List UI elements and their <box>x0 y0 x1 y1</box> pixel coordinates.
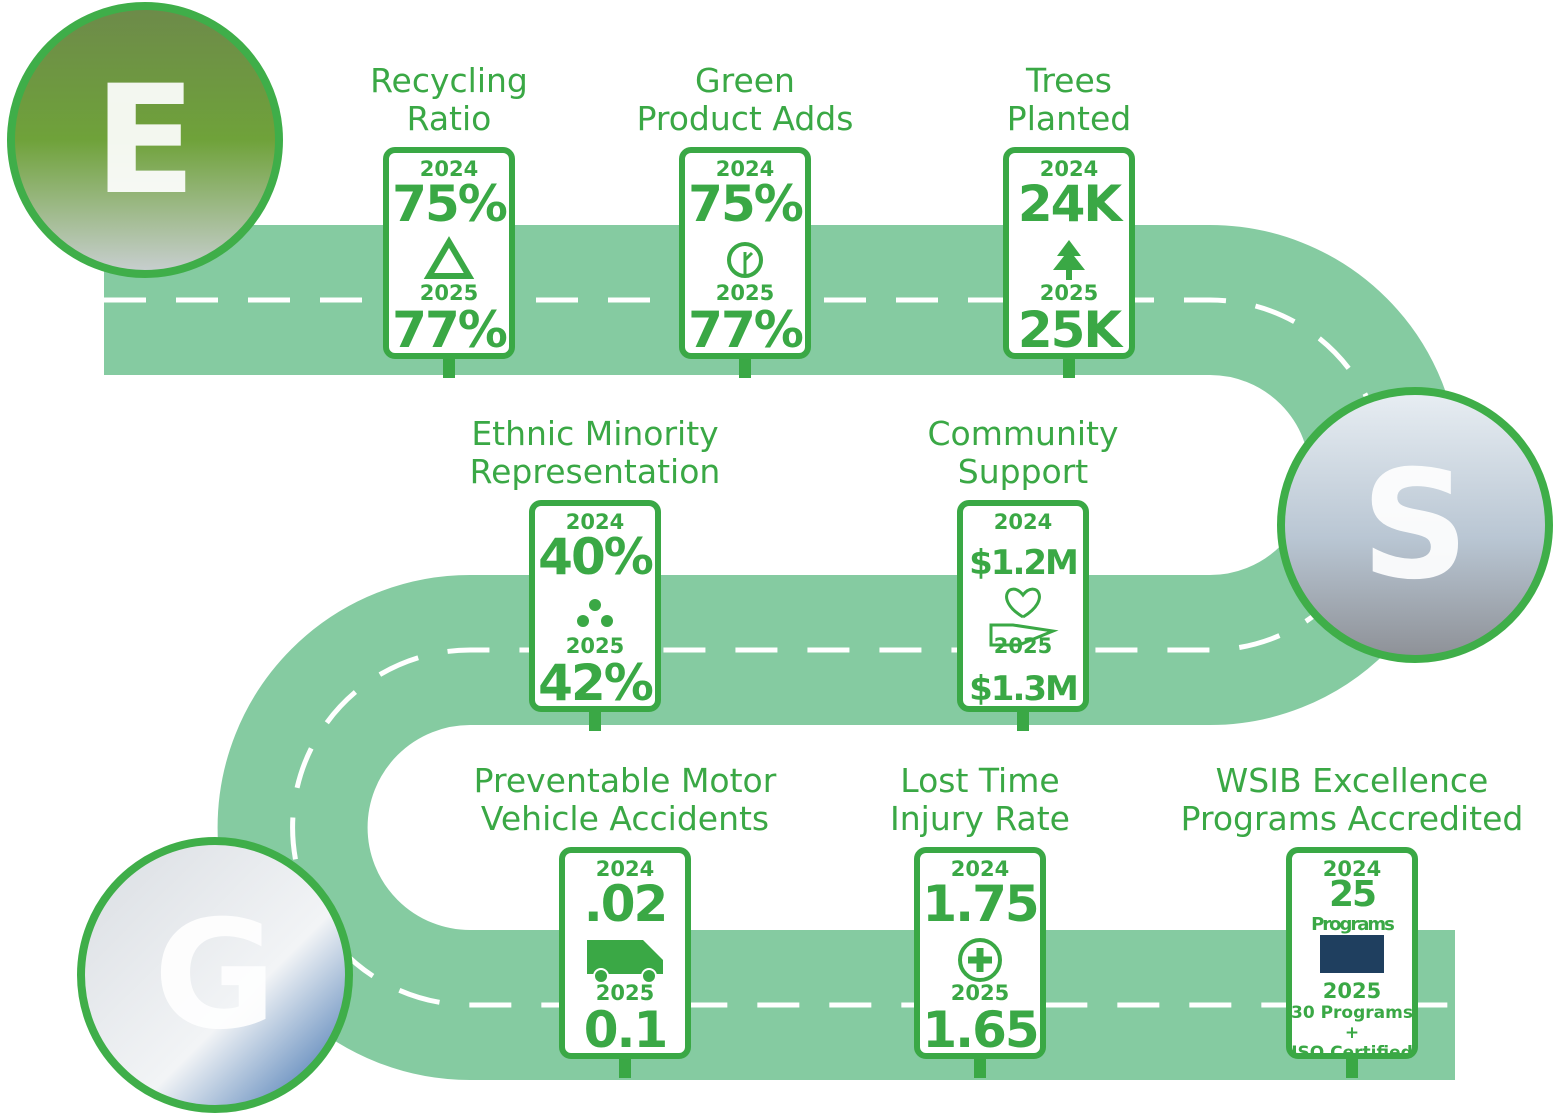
year-label: 2025 <box>994 634 1052 658</box>
year-label: 2024 <box>994 510 1052 534</box>
pillar-letter: S <box>1361 439 1469 613</box>
metric-value: 75% <box>688 175 803 233</box>
metric-value: 40% <box>538 528 653 586</box>
metric-title: Product Adds <box>637 99 854 138</box>
metric-value: 42% <box>538 654 653 712</box>
metric-value: ISO Certified <box>1291 1043 1413 1063</box>
metric-value: 25 <box>1329 874 1375 915</box>
sign-post <box>443 356 455 378</box>
metric-value: 1.75 <box>922 875 1037 933</box>
pillar-badge: S <box>1281 391 1549 659</box>
metric-value: 0.1 <box>584 1001 667 1059</box>
pillar-letter: E <box>94 54 196 228</box>
metric-value: 30 Programs <box>1291 1003 1413 1023</box>
metric-value: + <box>1345 1023 1359 1043</box>
metric-title: Ratio <box>407 99 492 138</box>
metric-title: Programs Accredited <box>1181 799 1524 838</box>
metric-value: 25K <box>1018 301 1125 359</box>
metric-title: Trees <box>1025 61 1112 100</box>
sign-post <box>1063 356 1075 378</box>
sign-post <box>619 1056 631 1078</box>
icon <box>601 615 613 627</box>
metric-value: $1.3M <box>969 669 1077 709</box>
metric-value: 24K <box>1018 175 1125 233</box>
metric-title: Support <box>958 452 1089 491</box>
icon <box>589 599 601 611</box>
sign-post <box>739 356 751 378</box>
metric-value: 1.65 <box>922 1001 1037 1059</box>
metric-title: Planted <box>1007 99 1131 138</box>
metric-value: 77% <box>688 301 803 359</box>
metric-value: 75% <box>392 175 507 233</box>
pillar-badge: G <box>81 841 349 1109</box>
pillar-letter: G <box>153 889 276 1063</box>
metric-title: Community <box>928 414 1119 453</box>
metric-value: 77% <box>392 301 507 359</box>
metric-title: Representation <box>470 452 721 491</box>
pillar-badge: E <box>11 6 279 274</box>
metric-title: Recycling <box>370 61 528 100</box>
metric-title: Lost Time <box>900 761 1059 800</box>
sign-post <box>974 1056 986 1078</box>
sign-post <box>589 709 601 731</box>
metric-title: Injury Rate <box>890 799 1070 838</box>
metric-value: Programs <box>1311 914 1394 935</box>
metric-value: .02 <box>584 875 667 933</box>
metric-title: Vehicle Accidents <box>481 799 769 838</box>
metric-value: $1.2M <box>969 543 1077 583</box>
metric-title: WSIB Excellence <box>1216 761 1489 800</box>
metric-title: Ethnic Minority <box>471 414 718 453</box>
metric-title: Green <box>695 61 795 100</box>
metric-title: Preventable Motor <box>474 761 777 800</box>
sign-post <box>1017 709 1029 731</box>
year-label: 2025 <box>1323 979 1381 1003</box>
infographic: RecyclingRatio202475%202577%GreenProduct… <box>0 0 1557 1118</box>
icon <box>577 615 589 627</box>
icon <box>1320 935 1384 973</box>
